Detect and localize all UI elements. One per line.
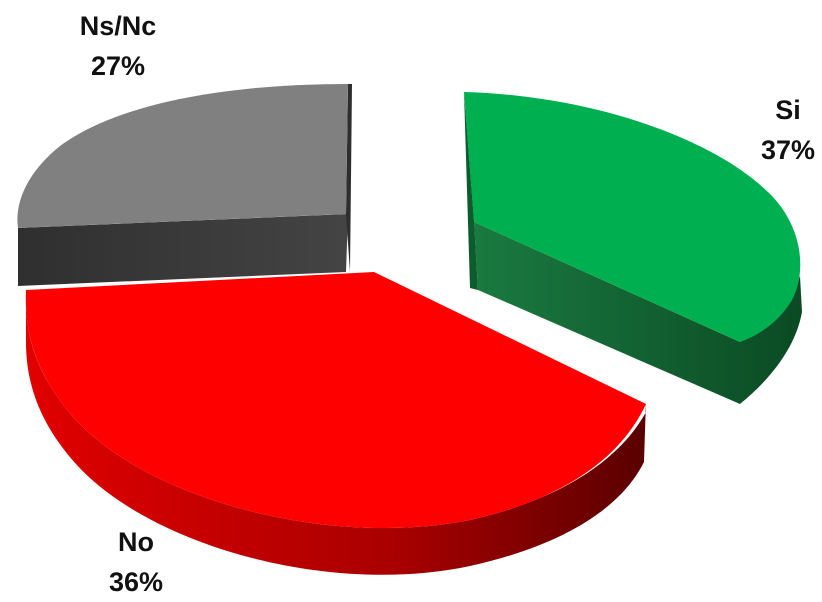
slice-si [464, 92, 802, 404]
slice-si-side [474, 222, 802, 404]
label-si-category: Si [775, 95, 801, 125]
slice-nsnc [17, 84, 352, 286]
slice-nsnc-side-back [346, 84, 352, 272]
label-nsnc-category: Ns/Nc [79, 11, 157, 41]
label-nsnc: Ns/Nc 27% [80, 6, 157, 86]
label-si: Si 37% [761, 90, 815, 170]
label-si-percent: 37% [760, 135, 816, 165]
slice-si-side-left [464, 92, 478, 290]
label-nsnc-percent: 27% [90, 51, 146, 81]
label-no-percent: 36% [108, 567, 164, 597]
slice-si-top [464, 92, 801, 342]
slice-nsnc-side [18, 214, 348, 286]
slice-no-side [26, 300, 646, 575]
slice-no [25, 272, 646, 575]
label-no: No 36% [109, 522, 163, 602]
slice-no-top [25, 272, 646, 529]
label-no-category: No [117, 527, 154, 557]
slice-nsnc-top [17, 84, 348, 228]
